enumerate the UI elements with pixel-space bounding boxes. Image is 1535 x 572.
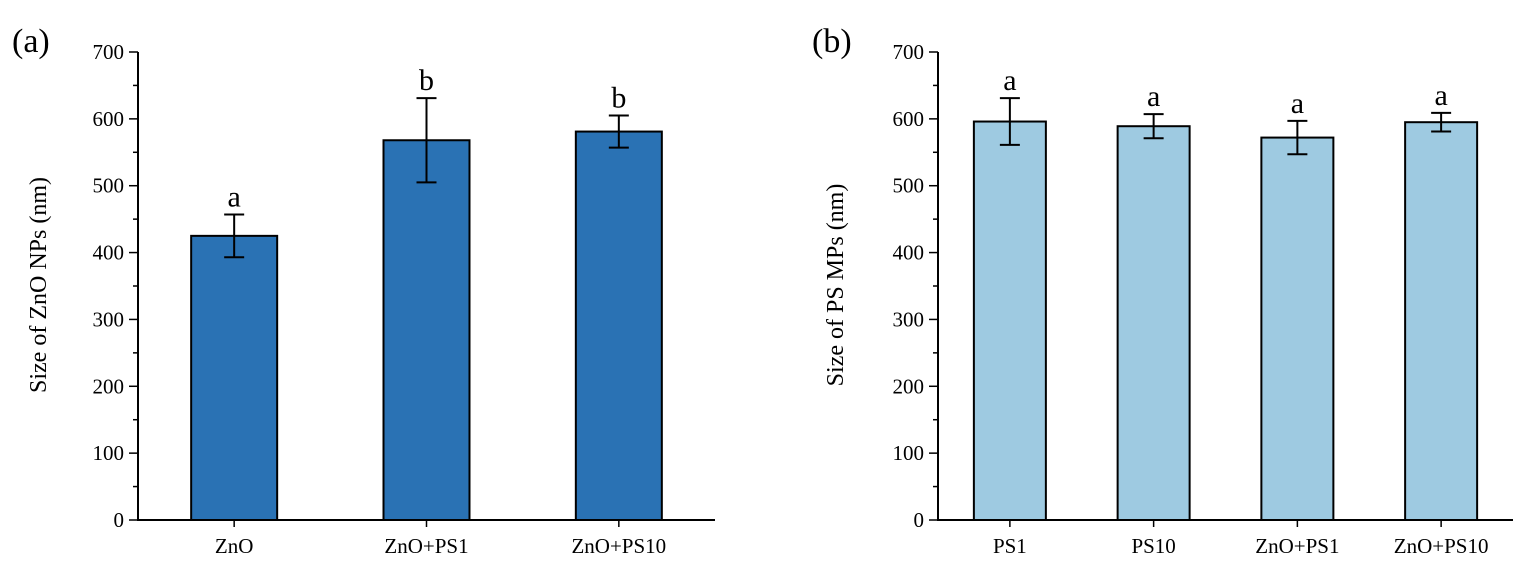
panel-b-y-axis-title: Size of PS MPs (nm) <box>823 184 849 387</box>
panel-a-y-axis-title: Size of ZnO NPs (nm) <box>26 177 52 393</box>
panel-a-bar <box>190 234 279 521</box>
panel-a-y-tick-label: 400 <box>93 241 125 265</box>
panel-b-significance-label: a <box>1147 80 1160 113</box>
panel-b-significance-label: a <box>1434 79 1447 112</box>
panel-a-x-tick-label: ZnO <box>215 534 254 558</box>
panel-b-bar <box>1404 121 1479 521</box>
panel-b-bar <box>972 120 1047 521</box>
panel-a-x-tick-label: ZnO+PS10 <box>571 534 666 558</box>
panel-b-y-tick-label: 400 <box>893 241 925 265</box>
panel-a-significance-label: a <box>228 180 241 213</box>
panel-a: (a) Size of ZnO NPs (nm) a ZnO b ZnO+PS1 b Zn… <box>12 23 715 558</box>
panel-b-x-tick-label: ZnO+PS1 <box>1255 534 1339 558</box>
panel-b-y-tick-label: 700 <box>893 40 925 64</box>
panel-b-y-tick-label: 0 <box>914 508 925 532</box>
panel-b: (b) Size of PS MPs (nm) a PS1 a PS10 a ZnO+PS… <box>812 23 1513 558</box>
panel-a-significance-label: b <box>419 64 434 97</box>
panel-a-bar <box>574 130 663 521</box>
panel-a-y-tick-label: 700 <box>93 40 125 64</box>
panel-b-y-tick-label: 600 <box>893 107 925 131</box>
panel-a-x-tick-label: ZnO+PS1 <box>384 534 468 558</box>
panel-a-bar <box>382 139 471 521</box>
panel-b-bar <box>1116 125 1191 521</box>
panel-b-y-tick-label: 300 <box>893 307 925 331</box>
panel-b-significance-label: a <box>1003 64 1016 97</box>
panel-b-y-tick-label: 500 <box>893 174 925 198</box>
panel-a-y-tick-label: 500 <box>93 174 125 198</box>
panel-a-y-tick-label: 600 <box>93 107 125 131</box>
panel-b-x-tick-label: PS1 <box>993 534 1027 558</box>
panel-a-y-tick-label: 0 <box>114 508 125 532</box>
panel-a-significance-label: b <box>611 82 626 115</box>
panel-b-x-tick-label: PS10 <box>1131 534 1175 558</box>
panel-a-y-tick-label: 200 <box>93 374 125 398</box>
panel-a-label: (a) <box>12 23 50 60</box>
panel-b-y-tick-label: 200 <box>893 374 925 398</box>
panel-a-y-tick-label: 100 <box>93 441 125 465</box>
panel-b-y-tick-label: 100 <box>893 441 925 465</box>
panel-b-significance-label: a <box>1291 87 1304 120</box>
panel-b-bar <box>1260 136 1335 521</box>
panel-a-y-tick-label: 300 <box>93 307 125 331</box>
panel-b-label: (b) <box>812 23 852 60</box>
panel-b-x-tick-label: ZnO+PS10 <box>1394 534 1489 558</box>
